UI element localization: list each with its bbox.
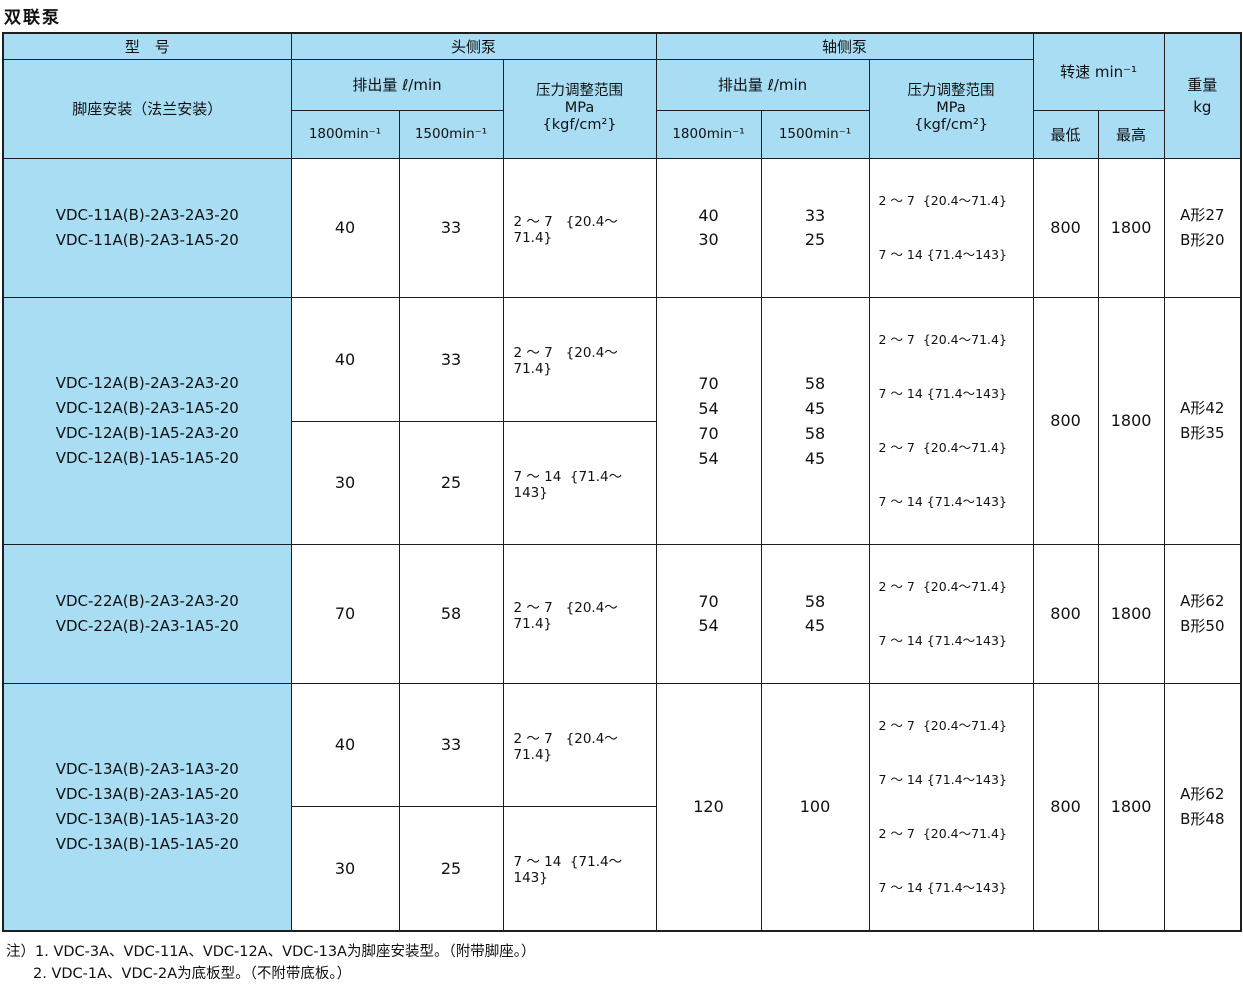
header-shaft-pump: 轴侧泵 (655, 32, 1034, 60)
header-mount: 脚座安装（法兰安装） (2, 58, 292, 159)
speed-min-cell: 800 (1032, 543, 1099, 684)
model-cell: VDC-13A(B)-2A3-1A3-20 VDC-13A(B)-2A3-1A5… (2, 682, 292, 931)
header-row-3: 1800min⁻¹ 1500min⁻¹ 1800min⁻¹ 1500min⁻¹ … (3, 109, 1241, 159)
speed-min-cell: 800 (1032, 682, 1099, 931)
table-row-vdc22a: VDC-22A(B)-2A3-2A3-20 VDC-22A(B)-2A3-1A5… (2, 543, 1242, 684)
head-d1500-cell: 33 (398, 157, 504, 298)
header-shaft-rpm1800: 1800min⁻¹ (655, 109, 762, 159)
note-line-1: 注）1. VDC-3A、VDC-11A、VDC-12A、VDC-13A为脚座安装… (6, 943, 536, 960)
shaft-d1800-cell: 40 30 (655, 157, 762, 298)
head-pressure-cell: 2 ～ 7 {20.4～71.4} (502, 157, 657, 298)
header-speed-max: 最高 (1097, 109, 1165, 159)
speed-max-cell: 1800 (1097, 543, 1165, 684)
head-d1800-cell: 70 (290, 543, 400, 684)
shaft-d1500-cell: 33 25 (760, 157, 870, 298)
head-d1800-cell: 40 (290, 296, 400, 423)
weight-cell: A形62 B形48 (1163, 682, 1242, 931)
header-speed: 转速 min⁻¹ (1032, 32, 1165, 111)
head-d1800-cell: 40 (290, 682, 400, 808)
spec-table: 型 号 头侧泵 轴侧泵 转速 min⁻¹ 重量 kg 脚座安装（法兰安装） 排出… (2, 32, 1243, 932)
weight-cell: A形42 B形35 (1163, 296, 1242, 545)
model-cell: VDC-12A(B)-2A3-2A3-20 VDC-12A(B)-2A3-1A5… (2, 296, 292, 545)
head-pressure-cell: 2 ～ 7 {20.4～71.4} (502, 682, 657, 808)
head-d1500-cell: 33 (398, 296, 504, 423)
weight-cell: A形27 B形20 (1163, 157, 1242, 298)
model-cell: VDC-22A(B)-2A3-2A3-20 VDC-22A(B)-2A3-1A5… (2, 543, 292, 684)
head-pressure-cell: 2 ～ 7 {20.4～71.4} (502, 296, 657, 423)
header-model: 型 号 (2, 32, 292, 60)
shaft-pressure-cell: 2 ～ 7 {20.4～71.4} 7 ～ 14 {71.4～143} 2 ～ … (868, 296, 1034, 545)
head-d1500-cell: 25 (398, 806, 504, 931)
shaft-d1500-cell: 58 45 (760, 543, 870, 684)
model-cell: VDC-11A(B)-2A3-2A3-20 VDC-11A(B)-2A3-1A5… (2, 157, 292, 298)
header-head-rpm1800: 1800min⁻¹ (290, 109, 400, 159)
speed-max-cell: 1800 (1097, 296, 1165, 545)
head-pressure-cell: 7 ～ 14 {71.4～143} (502, 806, 657, 931)
header-row-2: 脚座安装（法兰安装） 排出量 ℓ/min 压力调整范围 MPa {kgf/cm²… (2, 58, 1241, 159)
head-d1500-cell: 33 (398, 682, 504, 808)
header-shaft-discharge: 排出量 ℓ/min (655, 58, 870, 111)
head-d1800-cell: 30 (290, 806, 400, 931)
shaft-d1500-cell: 58 45 58 45 (760, 296, 870, 545)
table-row-vdc12a-top: VDC-12A(B)-2A3-2A3-20 VDC-12A(B)-2A3-1A5… (2, 296, 1242, 545)
shaft-d1800-cell: 70 54 70 54 (655, 296, 762, 545)
note-line-2: 2. VDC-1A、VDC-2A为底板型。（不附带底板。） (33, 965, 352, 982)
speed-max-cell: 1800 (1097, 682, 1165, 931)
header-head-pump: 头侧泵 (290, 32, 657, 60)
head-pressure-cell: 7 ～ 14 {71.4～143} (502, 421, 657, 545)
weight-cell: A形62 B形50 (1163, 543, 1242, 684)
header-head-pressure: 压力调整范围 MPa {kgf/cm²} (502, 58, 657, 159)
header-weight: 重量 kg (1163, 32, 1242, 159)
header-weight-line: 重量 (1187, 75, 1218, 94)
header-speed-min: 最低 (1032, 109, 1099, 159)
head-d1500-cell: 58 (398, 543, 504, 684)
head-d1800-cell: 40 (290, 157, 400, 298)
header-shaft-pressure: 压力调整范围 MPa {kgf/cm²} (868, 58, 1034, 159)
header-row-1: 型 号 头侧泵 轴侧泵 转速 min⁻¹ 重量 kg (2, 32, 1242, 159)
header-shaft-rpm1500: 1500min⁻¹ (760, 109, 870, 159)
header-head-discharge: 排出量 ℓ/min (290, 58, 504, 111)
shaft-d1800-cell: 70 54 (655, 543, 762, 684)
shaft-d1800-cell: 120 (655, 682, 762, 931)
head-pressure-cell: 2 ～ 7 {20.4～71.4} (502, 543, 657, 684)
header-weight-unit: kg (1193, 97, 1212, 116)
shaft-pressure-cell: 2 ～ 7 {20.4～71.4} 7 ～ 14 {71.4～143} (868, 543, 1034, 684)
head-d1500-cell: 25 (398, 421, 504, 545)
speed-max-cell: 1800 (1097, 157, 1165, 298)
table-row-vdc13a-top: VDC-13A(B)-2A3-1A3-20 VDC-13A(B)-2A3-1A5… (2, 682, 1242, 931)
shaft-pressure-cell: 2 ～ 7 {20.4～71.4} 7 ～ 14 {71.4～143} 2 ～ … (868, 682, 1034, 931)
page-title: 双联泵 (4, 8, 61, 28)
shaft-d1500-cell: 100 (760, 682, 870, 931)
notes: 注）1. VDC-3A、VDC-11A、VDC-12A、VDC-13A为脚座安装… (6, 941, 1243, 985)
speed-min-cell: 800 (1032, 157, 1099, 298)
shaft-pressure-cell: 2 ～ 7 {20.4～71.4} 7 ～ 14 {71.4～143} (868, 157, 1034, 298)
table-row-vdc11a: VDC-11A(B)-2A3-2A3-20 VDC-11A(B)-2A3-1A5… (2, 157, 1242, 298)
header-head-rpm1500: 1500min⁻¹ (398, 109, 504, 159)
head-d1800-cell: 30 (290, 421, 400, 545)
speed-min-cell: 800 (1032, 296, 1099, 545)
